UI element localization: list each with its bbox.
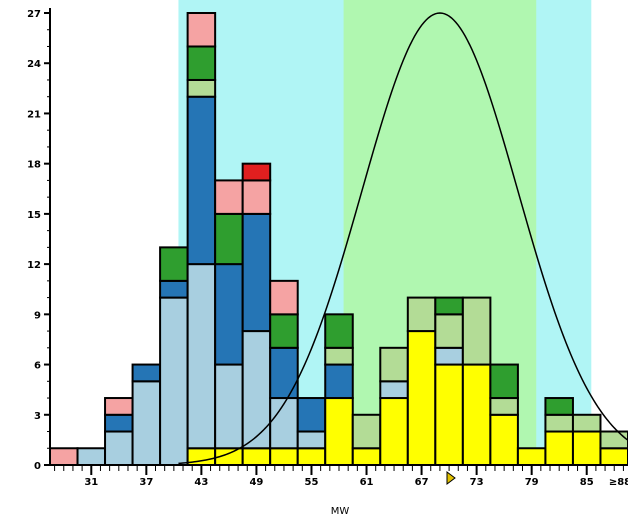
- bar-46-segment-3: [214, 212, 244, 266]
- bar-40-segment-2: [159, 246, 189, 282]
- bar-88-segment-1: [599, 430, 628, 450]
- x-axis-title: MW: [331, 506, 350, 517]
- bar-88-segment-0: [599, 447, 628, 466]
- bar-52-segment-0: [269, 447, 299, 466]
- bar-49-segment-0: [241, 447, 272, 466]
- bar-49-segment-3: [241, 179, 272, 215]
- bar-58-segment-1: [324, 363, 354, 400]
- bar-55-segment-0: [296, 447, 327, 466]
- bar-82-segment-0: [544, 430, 574, 467]
- bar-34-segment-0: [104, 430, 134, 467]
- bar-52-segment-1: [269, 397, 299, 450]
- bar-55-segment-1: [296, 430, 327, 450]
- bar-43-segment-2: [186, 95, 217, 266]
- bar-82-segment-1: [544, 413, 574, 433]
- y-tick-label-3: 3: [34, 411, 41, 422]
- bar-70-segment-3: [434, 296, 464, 316]
- bar-76-segment-1: [489, 397, 519, 416]
- y-tick-label-27: 27: [27, 9, 41, 20]
- x-tick-label-73: 73: [470, 477, 484, 488]
- bar-85-segment-1: [571, 413, 602, 433]
- x-tick-label-37: 37: [139, 477, 153, 488]
- bar-76-segment-0: [489, 413, 519, 466]
- bar-28-segment-0: [49, 447, 79, 466]
- y-tick-label-0: 0: [34, 461, 41, 472]
- bar-64-segment-0: [379, 397, 409, 467]
- bar-34-segment-2: [104, 397, 134, 416]
- bar-49-segment-1: [241, 330, 272, 450]
- bar-43-segment-5: [186, 12, 217, 48]
- bar-61-segment-0: [351, 447, 382, 466]
- bar-43-segment-4: [186, 45, 217, 81]
- normal-distribution-curve: [178, 12, 628, 465]
- bar-67-segment-1: [406, 296, 437, 333]
- x-tick-label-55: 55: [305, 477, 319, 488]
- x-tick-label-85: 85: [580, 477, 594, 488]
- x-tick-label-67: 67: [415, 477, 429, 488]
- bar-43-segment-3: [186, 78, 217, 98]
- y-tick-label-12: 12: [27, 260, 41, 271]
- bar-37-segment-1: [131, 363, 162, 383]
- bar-73-segment-1: [461, 296, 492, 366]
- bar-52-segment-3: [269, 313, 299, 349]
- x-tick-label-61: 61: [360, 477, 374, 488]
- bar-52-segment-2: [269, 346, 299, 400]
- y-tick-label-9: 9: [34, 310, 41, 321]
- bar-58-segment-0: [324, 397, 354, 467]
- bar-64-segment-1: [379, 380, 409, 400]
- x-tick-label-43: 43: [194, 477, 208, 488]
- x-tick-label-49: 49: [249, 477, 263, 488]
- x-tick-label-79: 79: [525, 477, 539, 488]
- bar-43-segment-1: [186, 263, 217, 450]
- bar-61-segment-1: [351, 413, 382, 450]
- y-tick-label-24: 24: [27, 59, 41, 70]
- bar-76-segment-2: [489, 363, 519, 400]
- x-tick-label-88: ≥88: [609, 477, 628, 488]
- bar-85-segment-0: [571, 430, 602, 467]
- bar-49-segment-2: [241, 212, 272, 333]
- bar-73-segment-0: [461, 363, 492, 466]
- bar-31-segment-0: [76, 447, 107, 466]
- bar-37-segment-0: [131, 380, 162, 466]
- bar-67-segment-0: [406, 330, 437, 466]
- bar-79-segment-0: [516, 447, 547, 466]
- bar-55-segment-2: [296, 397, 327, 433]
- bar-49-segment-4: [241, 162, 272, 182]
- bar-34-segment-1: [104, 413, 134, 433]
- bar-70-segment-0: [434, 363, 464, 466]
- bar-40-segment-0: [159, 296, 189, 466]
- bar-52-segment-4: [269, 279, 299, 316]
- bar-58-segment-3: [324, 313, 354, 349]
- bar-58-segment-2: [324, 346, 354, 366]
- bar-40-segment-1: [159, 279, 189, 299]
- bar-82-segment-2: [544, 397, 574, 416]
- bar-46-segment-1: [214, 363, 244, 450]
- mean-marker-icon: [446, 471, 456, 485]
- y-tick-label-18: 18: [27, 160, 41, 171]
- bar-46-segment-4: [214, 179, 244, 215]
- bar-70-segment-2: [434, 313, 464, 349]
- x-tick-label-31: 31: [84, 477, 98, 488]
- bar-64-segment-2: [379, 346, 409, 383]
- y-tick-label-15: 15: [27, 210, 41, 221]
- y-tick-label-6: 6: [34, 361, 41, 372]
- y-tick-label-21: 21: [27, 109, 41, 120]
- bar-70-segment-1: [434, 346, 464, 366]
- bar-46-segment-2: [214, 263, 244, 366]
